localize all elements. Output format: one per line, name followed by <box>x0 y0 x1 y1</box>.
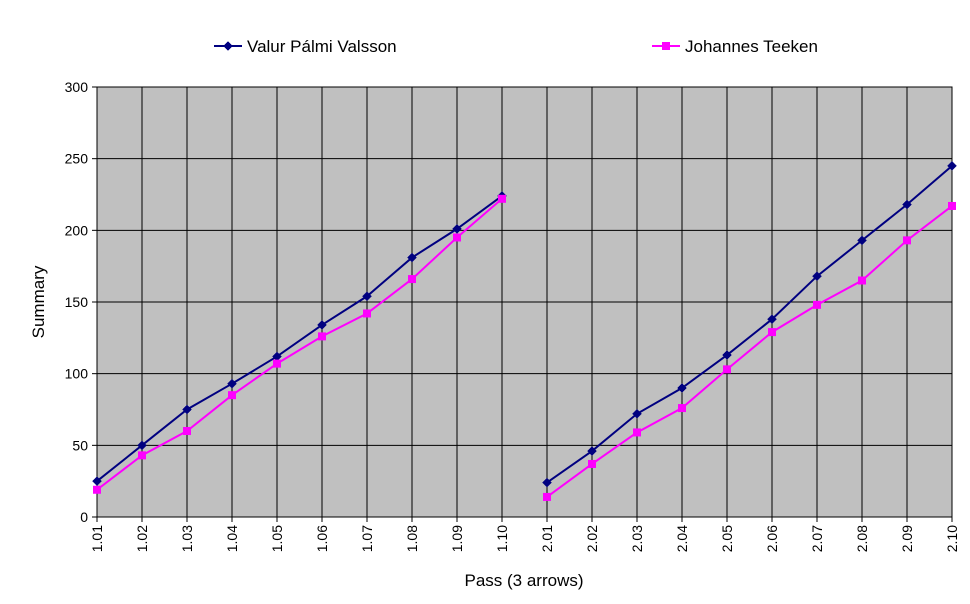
data-point <box>318 332 326 341</box>
x-tick-label: 1.02 <box>134 525 150 552</box>
data-point <box>813 300 821 309</box>
x-axis-title: Pass (3 arrows) <box>464 571 583 590</box>
x-tick-label: 2.02 <box>584 525 600 552</box>
data-point <box>632 408 642 419</box>
x-axis-ticks: 1.01 1.02 1.03 1.04 1.05 1.06 1.07 1.08 1.09 1.10… <box>89 517 960 552</box>
data-point <box>723 365 731 374</box>
legend-item-1: Valur Pálmi Valsson <box>214 37 397 56</box>
x-tick-label: 2.07 <box>809 525 825 552</box>
data-point <box>722 350 732 360</box>
data-point <box>228 391 236 400</box>
x-tick-label: 2.06 <box>764 525 780 552</box>
series-line <box>96 195 503 482</box>
gridlines <box>97 87 952 517</box>
data-point <box>92 476 102 487</box>
legend-label: Johannes Teeken <box>685 37 818 56</box>
series-line <box>546 165 953 484</box>
x-tick-label: 2.10 <box>944 525 960 552</box>
x-tick-label: 2.04 <box>674 525 690 552</box>
y-axis-title: Summary <box>29 265 48 338</box>
data-point <box>858 276 866 285</box>
y-tick-label: 200 <box>65 222 89 238</box>
y-tick-label: 150 <box>65 294 89 310</box>
series-line <box>96 198 503 491</box>
x-tick-label: 1.01 <box>89 525 105 552</box>
legend: Valur Pálmi Valsson Johannes Teeken <box>214 37 818 56</box>
x-tick-label: 1.09 <box>449 525 465 552</box>
y-tick-label: 50 <box>72 437 88 453</box>
x-tick-label: 1.08 <box>404 525 420 552</box>
data-point <box>138 451 146 460</box>
data-point <box>137 440 147 451</box>
data-point <box>662 42 670 50</box>
data-point <box>767 314 777 325</box>
data-point <box>948 201 956 210</box>
y-tick-label: 250 <box>65 151 89 167</box>
data-point <box>407 252 417 263</box>
x-tick-label: 2.05 <box>719 525 735 552</box>
y-axis-ticks: 0 50 100 150 200 250 300 <box>65 79 97 525</box>
series-2 <box>93 194 956 501</box>
data-point <box>677 383 687 393</box>
data-point <box>947 160 957 171</box>
data-point <box>678 404 686 413</box>
x-tick-label: 2.03 <box>629 525 645 552</box>
data-point <box>452 224 462 234</box>
data-point <box>543 492 551 501</box>
data-point <box>812 271 822 282</box>
x-tick-label: 2.08 <box>854 525 870 552</box>
data-point <box>542 477 552 488</box>
series-line <box>546 205 953 498</box>
y-tick-label: 300 <box>65 79 89 95</box>
data-point <box>363 309 371 318</box>
data-point <box>633 428 641 437</box>
x-tick-label: 1.05 <box>269 525 285 552</box>
series-1 <box>92 160 957 488</box>
x-tick-label: 1.10 <box>494 525 510 552</box>
y-tick-label: 100 <box>65 366 89 382</box>
data-point <box>588 459 596 468</box>
data-point <box>223 41 233 51</box>
data-point <box>273 359 281 368</box>
data-point <box>587 446 597 456</box>
data-point <box>183 427 191 435</box>
data-point <box>317 320 327 330</box>
data-point <box>768 328 776 337</box>
data-point <box>498 194 506 203</box>
data-point <box>408 275 416 284</box>
x-tick-label: 2.09 <box>899 525 915 552</box>
data-point <box>453 233 461 242</box>
data-point <box>93 485 101 494</box>
x-tick-label: 2.01 <box>539 525 555 552</box>
series-layer <box>92 160 957 501</box>
data-point <box>182 404 192 415</box>
legend-item-2: Johannes Teeken <box>652 37 818 56</box>
data-point <box>227 378 237 389</box>
data-point <box>857 235 867 246</box>
legend-label: Valur Pálmi Valsson <box>247 37 397 56</box>
x-tick-label: 1.07 <box>359 525 375 552</box>
x-tick-label: 1.03 <box>179 525 195 552</box>
data-point <box>903 236 911 245</box>
y-tick-label: 0 <box>80 509 88 525</box>
data-point <box>902 199 912 210</box>
x-tick-label: 1.06 <box>314 525 330 552</box>
data-point <box>362 291 372 302</box>
x-tick-label: 1.04 <box>224 525 240 552</box>
